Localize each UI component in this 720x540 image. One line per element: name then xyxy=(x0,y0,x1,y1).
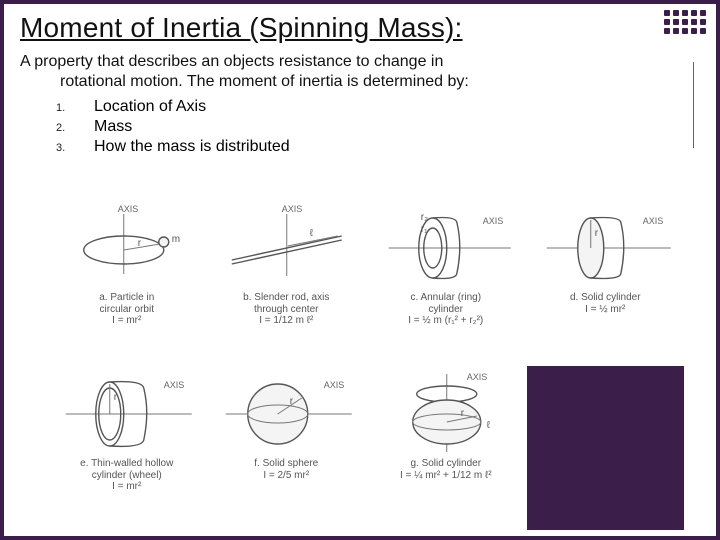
list-item: 3. How the mass is distributed xyxy=(56,138,716,156)
panel-empty xyxy=(527,366,685,530)
svg-text:r₂: r₂ xyxy=(421,212,428,223)
list-item: 1. Location of Axis xyxy=(56,98,716,116)
caption-line: through center xyxy=(243,304,329,316)
formula: I = mr² xyxy=(99,315,154,327)
slide-title: Moment of Inertia (Spinning Mass): xyxy=(4,4,716,48)
sketch-sphere: AXIS r xyxy=(210,368,364,456)
formula: I = ¼ mr² + 1/12 m ℓ² xyxy=(400,470,492,482)
caption-line: circular orbit xyxy=(99,304,154,316)
caption-line: c. Annular (ring) xyxy=(408,292,483,304)
caption: f. Solid sphere I = 2/5 mr² xyxy=(254,458,318,481)
list-item: 2. Mass xyxy=(56,118,716,136)
caption: g. Solid cylinder I = ¼ mr² + 1/12 m ℓ² xyxy=(400,458,492,481)
panel-c: AXIS r₁ r₂ c. Annular (ring) cylinder I … xyxy=(367,200,525,364)
list-number: 3. xyxy=(56,142,72,154)
caption: a. Particle in circular orbit I = mr² xyxy=(99,292,154,327)
sketch-particle: AXIS r m xyxy=(50,202,204,290)
svg-text:ℓ: ℓ xyxy=(487,420,491,431)
axis-label: AXIS xyxy=(164,380,185,390)
slide: Moment of Inertia (Spinning Mass): A pro… xyxy=(4,4,716,536)
svg-text:r₁: r₁ xyxy=(421,224,428,235)
axis-label: AXIS xyxy=(323,380,344,390)
caption: c. Annular (ring) cylinder I = ½ m (r₁² … xyxy=(408,292,483,327)
list-text: How the mass is distributed xyxy=(94,138,290,156)
sketch-hollow-cyl: AXIS r xyxy=(50,368,204,456)
list-text: Mass xyxy=(94,118,132,136)
formula: I = ½ m (r₁² + r₂²) xyxy=(408,315,483,327)
caption-line: f. Solid sphere xyxy=(254,458,318,470)
caption-line: cylinder xyxy=(408,304,483,316)
list-text: Location of Axis xyxy=(94,98,206,116)
sketch-rod: AXIS ℓ xyxy=(210,202,364,290)
axis-label: AXIS xyxy=(483,216,504,226)
panel-a: AXIS r m a. Particle in circular orbit I… xyxy=(48,200,206,364)
sketch-cyl-diametral: AXIS r ℓ xyxy=(369,368,523,456)
sketch-solid-cyl: AXIS r xyxy=(529,202,683,290)
panel-b: AXIS ℓ b. Slender rod, axis through cent… xyxy=(208,200,366,364)
inertia-figure: AXIS r m a. Particle in circular orbit I… xyxy=(48,200,684,530)
caption: d. Solid cylinder I = ½ mr² xyxy=(570,292,641,315)
panel-d: AXIS r d. Solid cylinder I = ½ mr² xyxy=(527,200,685,364)
side-rule xyxy=(693,62,694,148)
caption-line: g. Solid cylinder xyxy=(400,458,492,470)
caption: b. Slender rod, axis through center I = … xyxy=(243,292,329,327)
axis-label: AXIS xyxy=(642,216,663,226)
sketch-annulus: AXIS r₁ r₂ xyxy=(369,202,523,290)
caption-line: b. Slender rod, axis xyxy=(243,292,329,304)
panel-g: AXIS r ℓ g. Solid cylinder I = ¼ mr² + 1… xyxy=(367,366,525,530)
desc-line-1: A property that describes an objects res… xyxy=(20,53,443,70)
panel-e: AXIS r e. Thin-walled hollow cylinder (w… xyxy=(48,366,206,530)
panel-f: AXIS r f. Solid sphere I = 2/5 mr² xyxy=(208,366,366,530)
formula: I = mr² xyxy=(80,481,173,493)
caption-line: d. Solid cylinder xyxy=(570,292,641,304)
corner-dots xyxy=(664,10,706,34)
caption: e. Thin-walled hollow cylinder (wheel) I… xyxy=(80,458,173,493)
formula: I = 2/5 mr² xyxy=(254,470,318,482)
caption-line: a. Particle in xyxy=(99,292,154,304)
list-number: 1. xyxy=(56,102,72,114)
description: A property that describes an objects res… xyxy=(4,48,716,94)
axis-label: AXIS xyxy=(281,204,302,214)
list-number: 2. xyxy=(56,122,72,134)
formula: I = 1/12 m ℓ² xyxy=(243,315,329,327)
factors-list: 1. Location of Axis 2. Mass 3. How the m… xyxy=(4,94,716,162)
axis-label: AXIS xyxy=(467,372,488,382)
svg-text:ℓ: ℓ xyxy=(309,228,313,239)
axis-label: AXIS xyxy=(118,204,139,214)
caption-line: e. Thin-walled hollow xyxy=(80,458,173,470)
caption-line: cylinder (wheel) xyxy=(80,470,173,482)
formula: I = ½ mr² xyxy=(570,304,641,316)
desc-line-2: rotational motion. The moment of inertia… xyxy=(20,72,688,92)
svg-text:m: m xyxy=(172,234,180,245)
